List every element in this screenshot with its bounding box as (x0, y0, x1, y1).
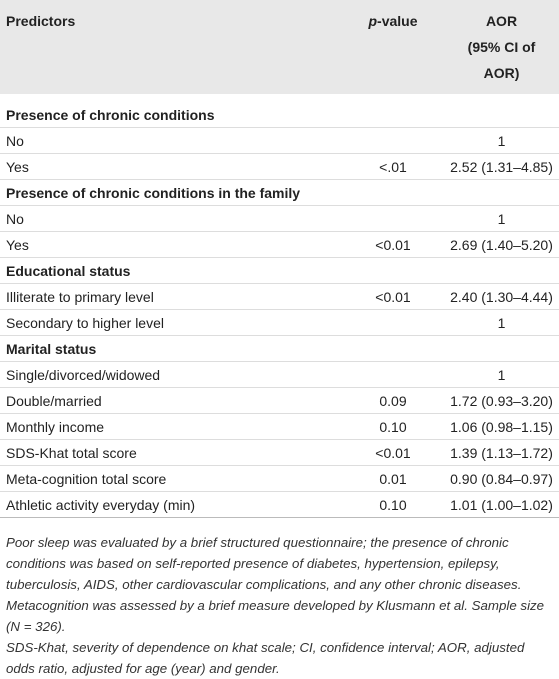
section-row: Educational status (0, 257, 559, 284)
predictor-cell: Single/divorced/widowed (0, 361, 342, 388)
section-row: Presence of chronic conditions in the fa… (0, 179, 559, 206)
p-value-cell: 0.10 (342, 491, 444, 518)
aor-cell: 1.39 (1.13–1.72) (444, 439, 559, 466)
p-value-cell (342, 361, 444, 388)
predictor-cell: Secondary to higher level (0, 309, 342, 336)
predictor-cell: No (0, 127, 342, 154)
section-heading: Presence of chronic conditions in the fa… (0, 179, 559, 206)
predictor-cell: Monthly income (0, 413, 342, 440)
data-row: Double/married 0.09 1.72 (0.93–3.20) (0, 387, 559, 414)
header-text: AOR (485, 13, 518, 29)
p-value-cell: <0.01 (342, 283, 444, 310)
table-body: Presence of chronic conditions No 1 Yes <.01… (0, 94, 559, 518)
section-row: Marital status (0, 335, 559, 362)
section-heading: Educational status (0, 257, 559, 284)
p-value-cell: <0.01 (342, 439, 444, 466)
data-row: SDS-Khat total score <0.01 1.39 (1.13–1.72… (0, 439, 559, 466)
predictor-cell: Yes (0, 231, 342, 258)
data-row: Monthly income 0.10 1.06 (0.98–1.15) (0, 413, 559, 440)
data-row: Single/divorced/widowed 1 (0, 361, 559, 388)
section-row: Presence of chronic conditions (0, 94, 559, 128)
aor-cell: 1.01 (1.00–1.02) (444, 491, 559, 518)
section-heading: Presence of chronic conditions (0, 94, 559, 128)
data-row: Illiterate to primary level <0.01 2.40 (1.… (0, 283, 559, 310)
header-row: Predictors p-value AOR (95% CI of AOR) (0, 0, 559, 94)
predictor-cell: No (0, 205, 342, 232)
p-value-cell: <0.01 (342, 231, 444, 258)
aor-cell: 1 (444, 127, 559, 154)
footnotes: Poor sleep was evaluated by a brief stru… (0, 518, 559, 679)
aor-cell: 2.69 (1.40–5.20) (444, 231, 559, 258)
header-cell: p-value (342, 0, 444, 94)
header-text: (95% CI of AOR) (467, 39, 536, 81)
aor-cell: 1 (444, 309, 559, 336)
data-row: Secondary to higher level 1 (0, 309, 559, 336)
aor-cell: 2.40 (1.30–4.44) (444, 283, 559, 310)
predictor-cell: Meta-cognition total score (0, 465, 342, 492)
data-row: No 1 (0, 127, 559, 154)
predictor-cell: Illiterate to primary level (0, 283, 342, 310)
data-row: No 1 (0, 205, 559, 232)
header-cell: Predictors (6, 13, 76, 29)
data-row: Yes <0.01 2.69 (1.40–5.20) (0, 231, 559, 258)
p-value-cell (342, 127, 444, 154)
aor-cell: 1.06 (0.98–1.15) (444, 413, 559, 440)
predictor-cell: Double/married (0, 387, 342, 414)
footnote: Poor sleep was evaluated by a brief stru… (6, 535, 545, 634)
p-value-cell: <.01 (342, 153, 444, 180)
footnote: SDS-Khat, severity of dependence on khat… (6, 640, 525, 676)
predictor-cell: Yes (0, 153, 342, 180)
p-value-cell: 0.09 (342, 387, 444, 414)
data-row: Meta-cognition total score 0.01 0.90 (0.84… (0, 465, 559, 492)
predictor-cell: Athletic activity everyday (min) (0, 491, 342, 518)
table: Predictors p-value AOR (95% CI of AOR) Pr… (0, 0, 559, 518)
predictor-cell: SDS-Khat total score (0, 439, 342, 466)
p-value-cell: 0.10 (342, 413, 444, 440)
section-heading: Marital status (0, 335, 559, 362)
p-value-cell (342, 205, 444, 232)
data-row: Athletic activity everyday (min) 0.10 1.01… (0, 491, 559, 518)
p-value-cell: 0.01 (342, 465, 444, 492)
data-row: Yes <.01 2.52 (1.31–4.85) (0, 153, 559, 180)
p-value-cell (342, 309, 444, 336)
aor-cell: 0.90 (0.84–0.97) (444, 465, 559, 492)
aor-cell: 2.52 (1.31–4.85) (444, 153, 559, 180)
header-text: p-value (368, 13, 418, 29)
aor-cell: 1 (444, 361, 559, 388)
header-cell: AOR (95% CI of AOR) (444, 0, 559, 94)
aor-cell: 1 (444, 205, 559, 232)
aor-cell: 1.72 (0.93–3.20) (444, 387, 559, 414)
